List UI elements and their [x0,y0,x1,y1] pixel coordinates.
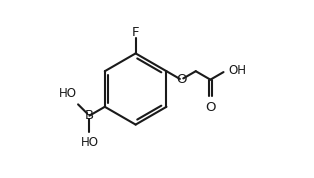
Text: O: O [205,101,216,114]
Text: B: B [85,109,94,122]
Text: O: O [176,73,187,86]
Text: OH: OH [228,64,246,77]
Text: HO: HO [59,87,77,100]
Text: HO: HO [80,136,98,149]
Text: F: F [132,25,139,39]
